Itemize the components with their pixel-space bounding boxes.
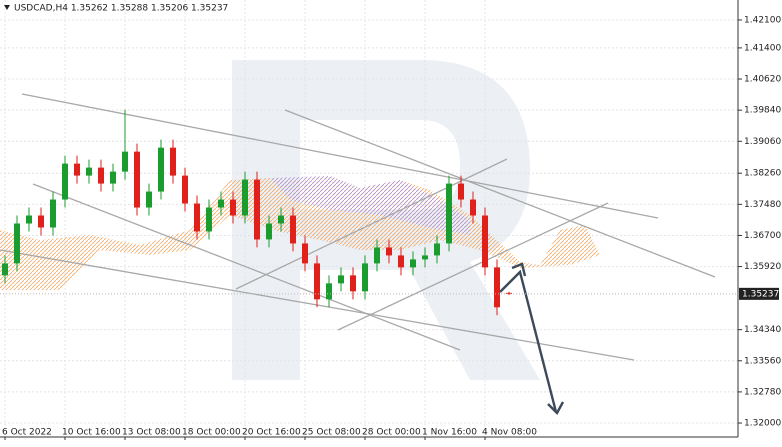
candle-body: [230, 199, 236, 216]
y-tick-label: 1.39060: [744, 137, 781, 147]
candle-body: [134, 151, 140, 208]
candle-body: [74, 163, 80, 176]
candle-body: [110, 171, 116, 184]
candle-body: [254, 179, 260, 240]
y-tick-label: 1.41400: [744, 43, 781, 53]
y-tick-label: 1.32780: [744, 387, 781, 397]
y-tick-label: 1.35920: [744, 262, 781, 272]
x-tick-label: 20 Oct 16:00: [242, 428, 301, 438]
candle-body: [314, 263, 320, 300]
y-tick-label: 1.33560: [744, 356, 781, 366]
candle-body: [350, 275, 356, 292]
candle-body: [422, 255, 428, 260]
candle-body: [38, 215, 44, 228]
x-tick-label: 28 Oct 00:00: [362, 428, 421, 438]
candle-body: [98, 167, 104, 184]
x-tick-label: 6 Oct 2022: [2, 428, 52, 438]
candle-body: [482, 215, 488, 268]
candle-body: [386, 247, 392, 256]
candle-body: [50, 199, 56, 228]
candle-body: [182, 175, 188, 204]
x-tick-label: 18 Oct 00:00: [182, 428, 241, 438]
y-tick-label: 1.39840: [744, 106, 781, 116]
candle-body: [398, 255, 404, 268]
price-label-box: [739, 287, 779, 300]
candle-body: [374, 247, 380, 264]
candle-body: [266, 223, 272, 240]
candle-body: [2, 263, 8, 276]
candle-body: [434, 243, 440, 256]
x-tick-label: 10 Oct 16:00: [62, 428, 121, 438]
candles: [2, 109, 512, 316]
candle-body: [302, 243, 308, 264]
candle-body: [206, 207, 212, 232]
candle-body: [122, 151, 128, 172]
candle-body: [158, 147, 164, 192]
candle-body: [218, 199, 224, 208]
candle-body: [194, 203, 200, 232]
candle-body: [494, 267, 500, 308]
candle-body: [446, 183, 452, 244]
candle-body: [326, 283, 332, 300]
candle-body: [290, 215, 296, 244]
candle-body: [242, 179, 248, 216]
title-arrow: [4, 5, 10, 10]
candle-body: [362, 263, 368, 292]
ichimoku-cloud: [270, 176, 470, 235]
forecast-arrow: [499, 262, 565, 415]
candle-body: [26, 215, 32, 224]
x-tick-label: 1 Nov 16:00: [422, 428, 477, 438]
price-label: 1.35237: [742, 289, 779, 299]
chart-title: USDCAD,H4 1.35262 1.35288 1.35206 1.3523…: [14, 4, 228, 14]
y-tick-label: 1.36700: [744, 231, 781, 241]
candle-body: [458, 183, 464, 200]
candle-body: [14, 223, 20, 264]
y-tick-label: 1.32000: [744, 419, 781, 429]
candle-body: [278, 215, 284, 224]
x-tick-label: 13 Oct 08:00: [122, 428, 181, 438]
x-tick-label: 25 Oct 08:00: [302, 428, 361, 438]
y-tick-label: 1.37480: [744, 200, 781, 210]
x-tick-label: 4 Nov 08:00: [482, 428, 537, 438]
y-tick-label: 1.34340: [744, 325, 781, 335]
y-tick-label: 1.42100: [744, 15, 781, 25]
candle-body: [170, 147, 176, 176]
candle-body: [410, 259, 416, 268]
candle-body: [338, 275, 344, 284]
candle-body: [62, 163, 68, 200]
candle-body: [506, 292, 512, 294]
candle-body: [86, 167, 92, 176]
y-tick-label: 1.38260: [744, 169, 781, 179]
candle-body: [146, 191, 152, 208]
y-tick-label: 1.40620: [744, 75, 781, 85]
candle-body: [470, 199, 476, 216]
